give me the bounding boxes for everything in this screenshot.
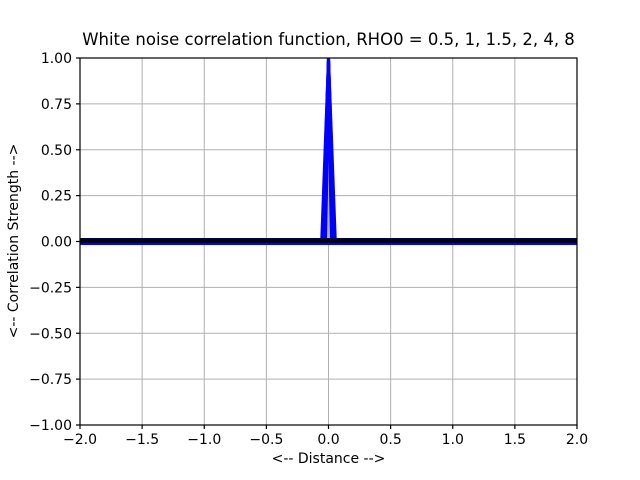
y-axis-label: <-- Correlation Strength --> [6,143,22,339]
chart-title: White noise correlation function, RHO0 =… [82,30,575,49]
y-tick-label: −1.00 [29,418,72,434]
y-tick-label: 0.25 [41,189,72,205]
x-tick-label: 1.5 [504,432,526,448]
y-tick-label: −0.75 [29,372,72,388]
x-tick-label: 0.0 [317,432,339,448]
y-tick-label: 0.00 [41,235,72,251]
x-tick-label: 2.0 [566,432,588,448]
x-tick-label: −1.0 [187,432,221,448]
y-tick-label: 0.50 [41,143,72,159]
y-tick-label: −0.50 [29,326,72,342]
x-tick-label: 0.5 [379,432,401,448]
x-tick-label: −1.5 [125,432,159,448]
x-axis-label: <-- Distance --> [271,451,386,467]
x-tick-label: 1.0 [442,432,464,448]
y-tick-label: 0.75 [41,97,72,113]
y-tick-label: 1.00 [41,51,72,67]
y-tick-label: −0.25 [29,280,72,296]
x-tick-label: −2.0 [63,432,97,448]
x-tick-label: −0.5 [249,432,283,448]
